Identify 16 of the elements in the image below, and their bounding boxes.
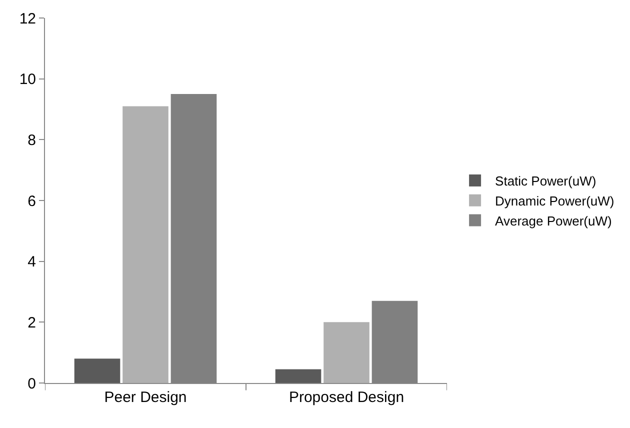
y-tick-label: 0 — [28, 375, 36, 392]
bar — [324, 322, 370, 383]
x-tick-label: Peer Design — [104, 389, 187, 406]
legend-label: Static Power(uW) — [495, 174, 596, 189]
y-tick-label: 6 — [28, 192, 36, 210]
y-tick-label: 10 — [19, 71, 36, 88]
y-tick-label: 4 — [28, 254, 36, 271]
bar — [275, 369, 322, 383]
x-tick-label: Proposed Design — [288, 389, 404, 406]
bar — [74, 358, 120, 383]
bar — [122, 106, 168, 383]
legend-label: Dynamic Power(uW) — [495, 193, 614, 208]
y-tick-label: 12 — [19, 10, 36, 28]
y-tick-label: 2 — [28, 314, 36, 332]
y-tick-label: 8 — [28, 132, 36, 149]
legend-label: Average Power(uW) — [495, 213, 612, 228]
